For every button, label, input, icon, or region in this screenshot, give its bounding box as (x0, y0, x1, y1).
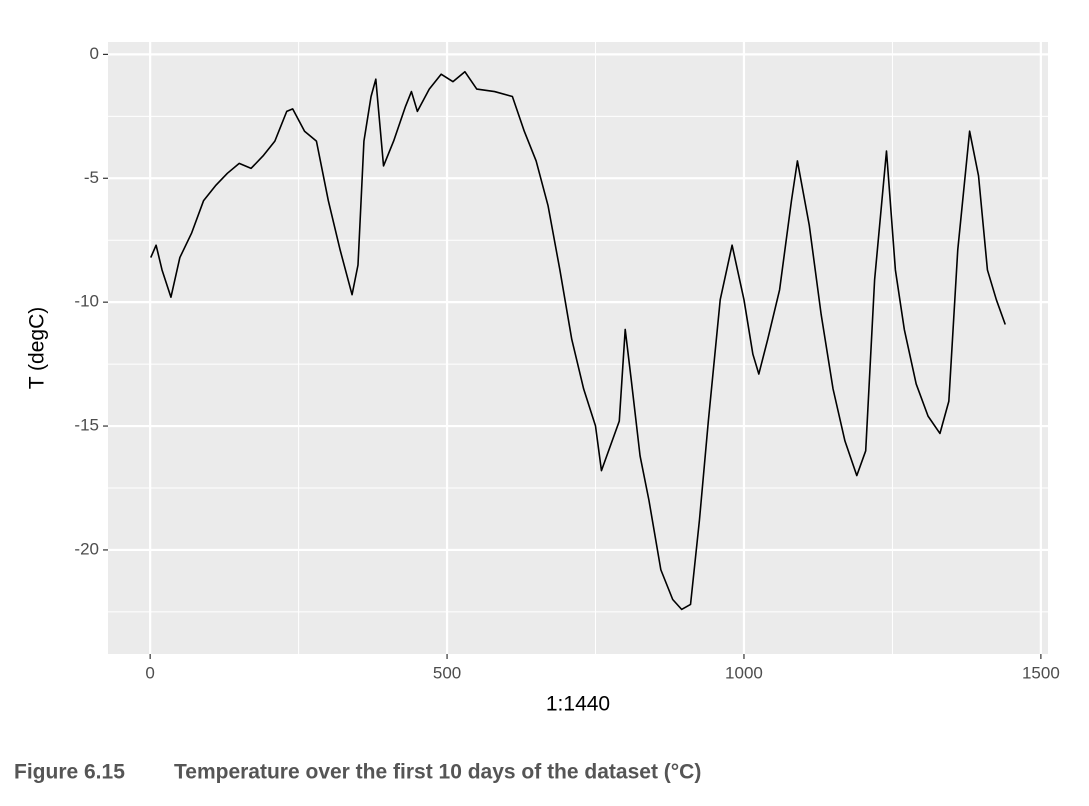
data-line (150, 70, 1007, 611)
y-tick-label: -10 (74, 292, 99, 311)
x-tick-label: 0 (145, 663, 154, 682)
y-tick-label: -15 (74, 416, 99, 435)
plot-panel (108, 42, 1048, 654)
y-tick-label: 0 (90, 44, 99, 63)
caption: Temperature over the first 10 days of th… (174, 761, 701, 784)
y-tick-label: -5 (84, 168, 99, 187)
x-tick-label: 1500 (1022, 663, 1060, 682)
x-axis-title: 1:1440 (546, 693, 610, 716)
x-tick-label: 500 (433, 663, 461, 682)
caption-label: Figure 6.15 (14, 761, 125, 784)
y-tick-label: -20 (74, 539, 99, 558)
y-axis-title: T (degC) (26, 307, 49, 389)
x-tick-label: 1000 (725, 663, 763, 682)
